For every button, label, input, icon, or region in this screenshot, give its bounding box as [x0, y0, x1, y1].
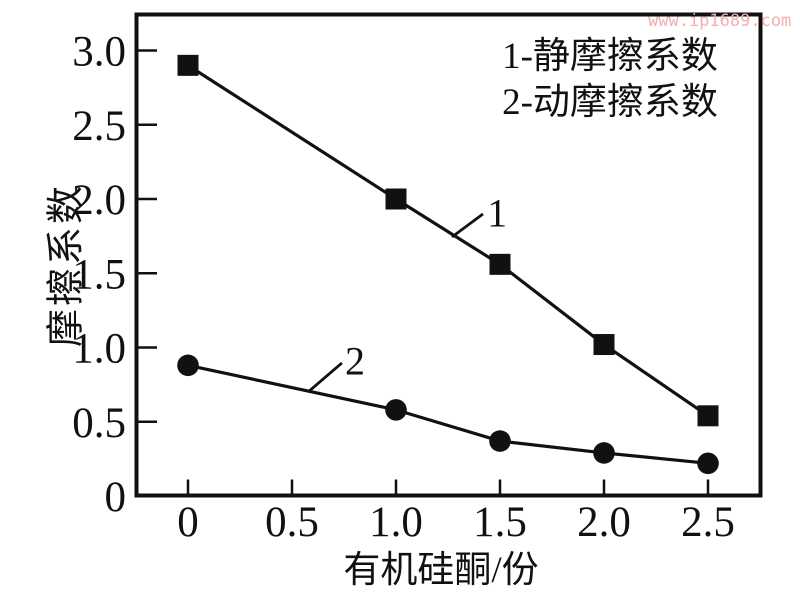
- series-1-marker-square: [697, 405, 719, 427]
- legend: 1-静摩擦系数 2-动摩擦系数: [497, 34, 723, 126]
- y-tick-label: 0.5: [72, 400, 126, 447]
- y-tick-label: 3.0: [72, 29, 126, 76]
- annotation-pointer-2: [307, 361, 343, 394]
- annotation-label-2: 2: [345, 338, 366, 384]
- series-1-marker-square: [593, 334, 615, 356]
- series-2-marker-circle: [385, 399, 407, 421]
- x-tick-label: 2.5: [681, 499, 735, 546]
- series-2-marker-circle: [593, 442, 615, 464]
- y-tick-label: 2.0: [72, 177, 126, 224]
- y-tick-label: 1.0: [72, 326, 126, 373]
- x-tick-label: 2.0: [577, 499, 631, 546]
- x-tick-label: 1.5: [473, 499, 527, 546]
- x-axis-label: 有机硅酮/份: [343, 550, 539, 591]
- series-1-marker-square: [385, 188, 407, 210]
- legend-entry-static-friction: 1-静摩擦系数: [502, 36, 718, 77]
- legend-entry-dynamic-friction: 2-动摩擦系数: [502, 82, 718, 123]
- y-tick-label: 1.5: [72, 251, 126, 298]
- watermark: www.ip1689.com: [648, 11, 792, 31]
- series-2-marker-circle: [177, 354, 199, 377]
- plot-frame: [134, 12, 763, 498]
- series-1-marker-square: [177, 54, 199, 76]
- annotation-pointer-1: [451, 212, 484, 239]
- series-2-marker-circle: [697, 452, 719, 475]
- y-axis-label: 摩擦系数: [45, 182, 88, 348]
- series-2-line: [187, 363, 709, 465]
- y-tick-label: 0: [105, 474, 127, 521]
- annotation-label-1: 1: [487, 190, 508, 236]
- x-tick-label: 0.5: [265, 499, 319, 546]
- series-1-marker-square: [489, 253, 511, 275]
- y-tick-label: 2.5: [72, 103, 126, 150]
- series-2-marker-circle: [489, 430, 511, 452]
- x-tick-label: 1.0: [369, 499, 423, 546]
- x-tick-label: 0: [177, 499, 199, 546]
